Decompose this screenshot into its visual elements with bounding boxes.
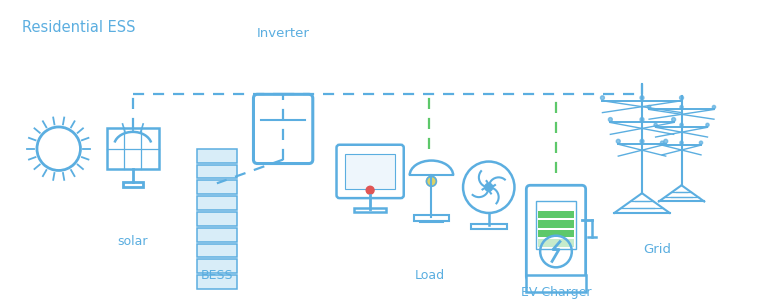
Bar — [197, 196, 237, 210]
Circle shape — [680, 141, 684, 144]
Text: Inverter: Inverter — [257, 27, 309, 40]
Bar — [345, 154, 395, 189]
Text: Grid: Grid — [643, 243, 671, 256]
Bar — [536, 201, 576, 249]
Bar — [197, 228, 237, 242]
Text: EV Charger: EV Charger — [520, 286, 591, 299]
Bar — [538, 211, 574, 219]
FancyBboxPatch shape — [527, 185, 586, 280]
Bar — [197, 259, 237, 273]
Circle shape — [664, 139, 668, 143]
Bar — [538, 239, 574, 247]
Bar — [197, 212, 237, 226]
Bar — [527, 275, 586, 292]
Text: Load: Load — [415, 269, 444, 282]
Bar — [197, 244, 237, 257]
Circle shape — [608, 118, 613, 122]
Circle shape — [648, 105, 651, 109]
Circle shape — [700, 141, 703, 144]
Bar — [107, 128, 158, 169]
Circle shape — [600, 96, 604, 100]
Circle shape — [680, 105, 684, 109]
Bar — [538, 220, 574, 228]
Text: solar: solar — [117, 235, 148, 248]
Circle shape — [640, 118, 644, 122]
Text: Residential ESS: Residential ESS — [22, 20, 136, 35]
Circle shape — [616, 139, 620, 143]
Circle shape — [706, 123, 709, 126]
Circle shape — [640, 96, 644, 100]
FancyBboxPatch shape — [254, 94, 312, 164]
Bar — [197, 164, 237, 178]
Bar — [197, 275, 237, 289]
Circle shape — [654, 123, 657, 126]
Circle shape — [712, 105, 716, 109]
Circle shape — [671, 118, 676, 122]
Bar — [414, 215, 450, 221]
Circle shape — [680, 96, 684, 100]
Bar — [354, 208, 386, 212]
Bar — [538, 230, 574, 237]
Bar — [197, 180, 237, 194]
Circle shape — [680, 123, 684, 126]
Circle shape — [640, 139, 644, 143]
Circle shape — [427, 176, 437, 186]
Bar — [471, 224, 507, 229]
Bar — [197, 149, 237, 163]
Circle shape — [367, 186, 374, 194]
Bar — [123, 182, 142, 187]
Text: BESS: BESS — [200, 269, 233, 282]
Circle shape — [661, 141, 664, 144]
Circle shape — [485, 183, 493, 191]
FancyBboxPatch shape — [337, 145, 404, 198]
